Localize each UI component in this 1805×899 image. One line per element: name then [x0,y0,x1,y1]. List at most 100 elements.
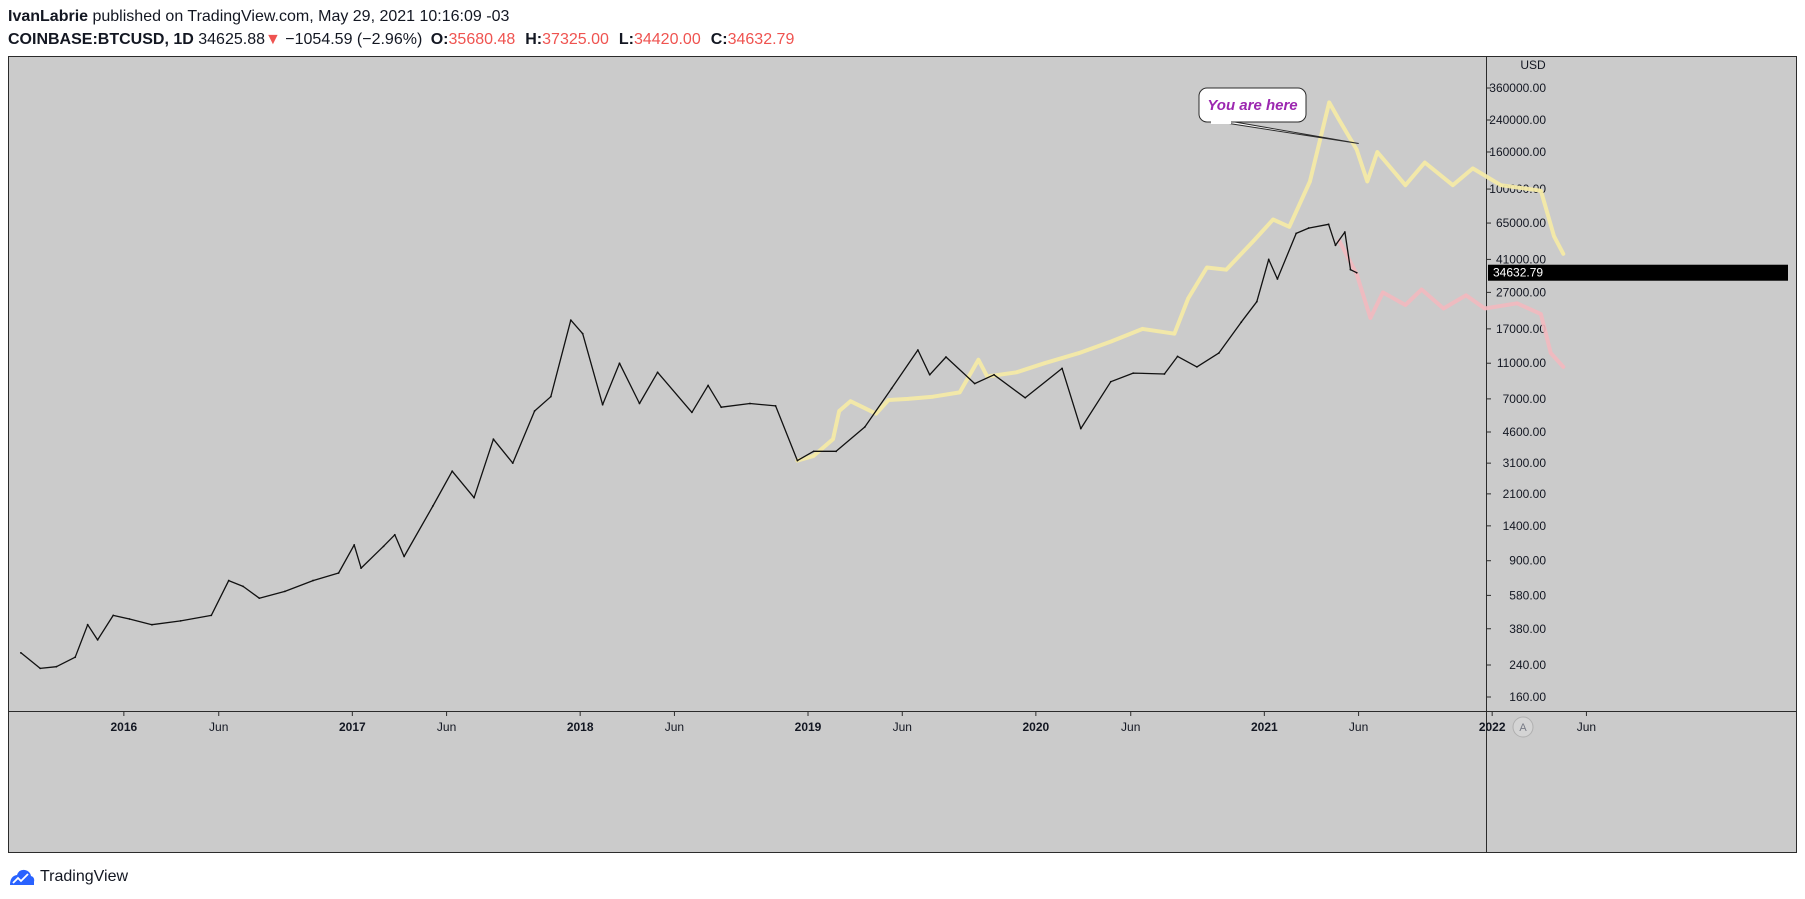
series-point-projection-yellow[interactable] [1403,183,1408,187]
series-point-btcusd[interactable] [1327,223,1330,226]
series-point-btcusd[interactable] [431,505,434,507]
series-point-projection-yellow[interactable] [1172,332,1177,336]
series-point-projection-yellow[interactable] [837,409,841,413]
author-name[interactable]: IvanLabrie [8,8,89,25]
plot-background[interactable] [9,57,1486,711]
series-point-btcusd[interactable] [337,572,340,574]
series-point-btcusd[interactable] [774,405,777,407]
series-point-btcusd[interactable] [353,543,356,546]
series-point-btcusd[interactable] [1176,355,1179,358]
series-point-projection-pink[interactable] [1561,365,1565,369]
series-point-projection-yellow[interactable] [886,398,891,402]
series-point-projection-pink[interactable] [1381,290,1385,294]
series-point-projection-yellow[interactable] [1355,147,1359,152]
series-point-btcusd[interactable] [993,373,995,376]
series-point-btcusd[interactable] [1255,300,1258,303]
series-point-btcusd[interactable] [549,395,552,398]
series-point-btcusd[interactable] [601,403,604,406]
series-point-projection-pink[interactable] [1368,316,1373,320]
series-point-projection-pink[interactable] [1483,306,1487,311]
series-point-btcusd[interactable] [242,585,244,588]
series-line-projection-yellow[interactable] [795,100,1566,463]
price-chart-svg[interactable]: 560000.00360000.00240000.00160000.001000… [9,57,1796,852]
series-point-projection-yellow[interactable] [976,358,981,362]
series-point-btcusd[interactable] [473,496,475,499]
series-point-btcusd[interactable] [284,590,286,593]
series-point-btcusd[interactable] [863,426,866,428]
series-point-btcusd[interactable] [1349,268,1352,271]
series-point-projection-yellow[interactable] [1014,370,1019,374]
series-point-btcusd[interactable] [1061,367,1063,370]
series-point-btcusd[interactable] [691,411,693,414]
series-point-btcusd[interactable] [796,459,799,462]
series-point-btcusd[interactable] [1295,232,1298,235]
series-point-projection-yellow[interactable] [1471,166,1475,170]
series-point-btcusd[interactable] [19,651,22,654]
symbol-name[interactable]: COINBASE:BTCUSD, 1D [8,31,194,48]
series-point-projection-yellow[interactable] [931,395,935,399]
series-point-projection-pink[interactable] [1464,293,1468,297]
series-point-projection-yellow[interactable] [831,437,835,441]
series-point-projection-yellow[interactable] [848,399,853,403]
series-point-btcusd[interactable] [128,618,131,620]
series-point-btcusd[interactable] [1163,373,1166,375]
series-point-btcusd[interactable] [618,362,621,365]
series-point-btcusd[interactable] [86,623,89,626]
series-point-btcusd[interactable] [581,332,584,335]
series-point-projection-pink[interactable] [1539,312,1543,316]
series-point-btcusd[interactable] [749,402,751,405]
series-point-btcusd[interactable] [511,462,514,465]
series-point-btcusd[interactable] [360,567,362,569]
footer-brand[interactable]: TradingView [40,868,129,885]
series-point-projection-yellow[interactable] [1205,265,1209,270]
series-point-projection-pink[interactable] [1403,303,1408,307]
series-point-btcusd[interactable] [55,665,58,668]
auto-scale-button[interactable] [1512,716,1534,738]
series-point-projection-yellow[interactable] [958,390,962,394]
series-point-projection-yellow[interactable] [906,397,910,401]
series-point-btcusd[interactable] [112,614,115,617]
series-point-btcusd[interactable] [890,387,893,390]
series-point-projection-yellow[interactable] [1451,183,1455,187]
price-axis-pane[interactable] [1486,57,1796,852]
series-point-btcusd[interactable] [1196,365,1198,368]
series-point-btcusd[interactable] [1334,244,1337,247]
series-point-btcusd[interactable] [1355,271,1358,274]
series-point-projection-yellow[interactable] [812,454,816,458]
series-point-btcusd[interactable] [151,623,153,626]
callout-box[interactable] [1198,87,1307,123]
series-point-projection-yellow[interactable] [1077,351,1081,355]
series-point-btcusd[interactable] [451,470,454,473]
series-point-projection-yellow[interactable] [1287,225,1291,229]
series-point-btcusd[interactable] [638,402,641,405]
series-point-btcusd[interactable] [707,384,710,387]
series-point-projection-pink[interactable] [1441,306,1446,311]
series-point-btcusd[interactable] [812,450,815,453]
series-point-btcusd[interactable] [492,438,495,441]
series-point-projection-yellow[interactable] [1552,234,1556,238]
series-point-btcusd[interactable] [1079,427,1082,430]
time-axis-pane[interactable] [9,711,1486,852]
series-point-btcusd[interactable] [569,319,572,321]
series-point-btcusd[interactable] [1240,321,1243,324]
series-point-btcusd[interactable] [1217,352,1220,355]
series-point-projection-pink[interactable] [1420,287,1424,292]
series-point-btcusd[interactable] [1307,227,1310,229]
series-point-btcusd[interactable] [96,638,99,641]
series-point-btcusd[interactable] [393,533,396,536]
series-point-btcusd[interactable] [928,373,931,376]
series-point-btcusd[interactable] [258,597,261,600]
series-point-btcusd[interactable] [403,555,406,558]
series-point-btcusd[interactable] [835,450,838,453]
series-point-projection-yellow[interactable] [1042,361,1047,365]
series-point-projection-yellow[interactable] [1499,183,1503,187]
series-point-projection-yellow[interactable] [1308,179,1312,184]
series-point-projection-yellow[interactable] [1539,189,1543,193]
auto-scale-label[interactable]: A [1519,722,1527,734]
series-point-btcusd[interactable] [720,406,723,409]
series-point-projection-yellow[interactable] [1141,327,1145,331]
series-point-btcusd[interactable] [1024,396,1027,399]
series-point-projection-yellow[interactable] [1365,179,1369,184]
series-point-btcusd[interactable] [227,579,230,582]
series-point-btcusd[interactable] [656,371,659,374]
